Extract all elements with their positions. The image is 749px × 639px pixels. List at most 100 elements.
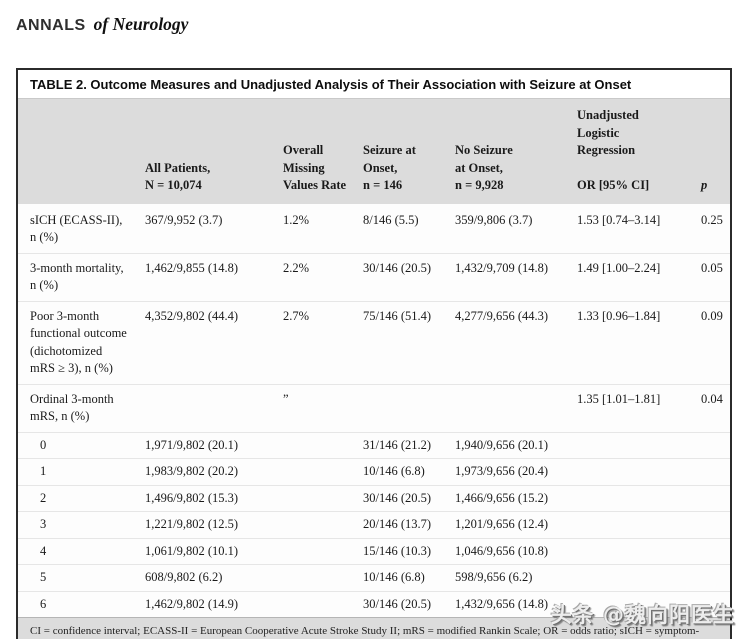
table-body: sICH (ECASS-II), n (%) 367/9,952 (3.7) 1… — [18, 203, 730, 618]
table-header-row: All Patients, N = 10,074 Overall Missing… — [18, 99, 730, 204]
cell-p-value: 0.25 — [701, 212, 723, 227]
cell-seizure-at-onset: 31/146 (21.2) — [363, 437, 432, 452]
cell-missing-values-rate — [283, 490, 363, 508]
cell-missing-values-rate: ” — [283, 391, 289, 406]
cell-p-value — [689, 569, 730, 587]
header-row-label — [30, 107, 145, 195]
header-no-seizure-at-onset: No Seizure at Onset, n = 9,928 — [455, 143, 513, 192]
cell-p-value — [689, 543, 730, 561]
cell-missing-values-rate: 1.2% — [283, 212, 310, 227]
cell-all-patients: 1,496/9,802 (15.3) — [145, 490, 239, 505]
cell-all-patients: 367/9,952 (3.7) — [145, 212, 223, 227]
cell-no-seizure-at-onset: 1,046/9,656 (10.8) — [455, 543, 549, 558]
row-label: 6 — [40, 596, 47, 611]
cell-all-patients: 1,462/9,802 (14.9) — [145, 596, 239, 611]
cell-seizure-at-onset: 8/146 (5.5) — [363, 212, 419, 227]
cell-all-patients: 1,462/9,855 (14.8) — [145, 260, 239, 275]
cell-p-value — [689, 463, 730, 481]
cell-or-95-ci — [577, 569, 689, 587]
cell-or-95-ci: 1.33 [0.96–1.84] — [577, 308, 661, 323]
table-row: 5 608/9,802 (6.2) 10/146 (6.8) 598/9,656… — [18, 564, 730, 591]
journal-name-of-neurology: of Neurology — [93, 14, 189, 34]
row-label: 4 — [40, 543, 47, 558]
header-all-patients: All Patients, N = 10,074 — [145, 160, 211, 193]
table-row: Ordinal 3-month mRS, n (%) ” 1.35 [1.01–… — [18, 383, 730, 432]
cell-missing-values-rate — [283, 569, 363, 587]
watermark: 头条 @魏向阳医生 — [550, 603, 735, 627]
cell-no-seizure-at-onset: 598/9,656 (6.2) — [455, 570, 533, 584]
cell-p-value — [689, 516, 730, 534]
cell-seizure-at-onset: 20/146 (13.7) — [363, 517, 432, 531]
table-row: 3-month mortality, n (%) 1,462/9,855 (14… — [18, 252, 730, 301]
cell-all-patients: 4,352/9,802 (44.4) — [145, 308, 239, 323]
row-label: 3 — [40, 517, 47, 531]
table-footnote: CI = confidence interval; ECASS-II = Eur… — [18, 617, 730, 639]
cell-p-value: 0.04 — [701, 391, 723, 406]
cell-seizure-at-onset: 75/146 (51.4) — [363, 308, 432, 323]
table-row: 1 1,983/9,802 (20.2) 10/146 (6.8) 1,973/… — [18, 458, 730, 485]
cell-all-patients: 608/9,802 (6.2) — [145, 570, 223, 584]
table-row: 6 1,462/9,802 (14.9) 30/146 (20.5) 1,432… — [18, 590, 730, 618]
cell-or-95-ci — [577, 516, 689, 534]
cell-missing-values-rate — [283, 463, 363, 481]
header-unadjusted-logistic-regression: Unadjusted Logistic Regression OR [95% C… — [577, 108, 650, 192]
cell-all-patients: 1,221/9,802 (12.5) — [145, 517, 239, 531]
table-row: 2 1,496/9,802 (15.3) 30/146 (20.5) 1,466… — [18, 484, 730, 512]
table-row: sICH (ECASS-II), n (%) 367/9,952 (3.7) 1… — [18, 206, 730, 253]
cell-no-seizure-at-onset — [455, 391, 577, 426]
cell-p-value: 0.05 — [701, 260, 723, 275]
row-label: 0 — [40, 437, 47, 452]
header-seizure-at-onset: Seizure at Onset, n = 146 — [363, 143, 416, 192]
table-row: 3 1,221/9,802 (12.5) 20/146 (13.7) 1,201… — [18, 511, 730, 538]
cell-or-95-ci: 1.53 [0.74–3.14] — [577, 212, 661, 227]
cell-all-patients: 1,983/9,802 (20.2) — [145, 464, 239, 478]
cell-no-seizure-at-onset: 1,973/9,656 (20.4) — [455, 464, 549, 478]
journal-masthead: ANNALS of Neurology — [16, 14, 188, 35]
cell-no-seizure-at-onset: 1,466/9,656 (15.2) — [455, 490, 549, 505]
cell-no-seizure-at-onset: 1,432/9,656 (14.8) — [455, 596, 549, 611]
cell-missing-values-rate: 2.7% — [283, 308, 310, 323]
table-row: 4 1,061/9,802 (10.1) 15/146 (10.3) 1,046… — [18, 537, 730, 565]
cell-missing-values-rate — [283, 437, 363, 455]
cell-seizure-at-onset: 30/146 (20.5) — [363, 490, 432, 505]
cell-missing-values-rate: 2.2% — [283, 260, 310, 275]
cell-all-patients — [145, 391, 283, 426]
row-label: 3-month mortality, n (%) — [30, 260, 124, 293]
cell-p-value: 0.09 — [701, 308, 723, 323]
cell-seizure-at-onset: 10/146 (6.8) — [363, 464, 425, 478]
cell-missing-values-rate — [283, 516, 363, 534]
cell-missing-values-rate — [283, 543, 363, 561]
cell-seizure-at-onset — [363, 391, 455, 426]
header-p-value: p — [701, 178, 708, 192]
cell-p-value — [689, 490, 730, 508]
cell-all-patients: 1,971/9,802 (20.1) — [145, 437, 239, 452]
cell-all-patients: 1,061/9,802 (10.1) — [145, 543, 239, 558]
table-row: Poor 3-month functional outcome (dichoto… — [18, 300, 730, 384]
cell-or-95-ci: 1.35 [1.01–1.81] — [577, 391, 661, 406]
row-label: Ordinal 3-month mRS, n (%) — [30, 391, 114, 424]
cell-p-value — [689, 437, 730, 455]
cell-no-seizure-at-onset: 1,201/9,656 (12.4) — [455, 517, 549, 531]
cell-seizure-at-onset: 30/146 (20.5) — [363, 596, 432, 611]
outcome-measures-table: TABLE 2. Outcome Measures and Unadjusted… — [16, 68, 732, 639]
row-label: 2 — [40, 490, 47, 505]
cell-seizure-at-onset: 10/146 (6.8) — [363, 570, 425, 584]
cell-or-95-ci — [577, 543, 689, 561]
cell-seizure-at-onset: 15/146 (10.3) — [363, 543, 432, 558]
cell-missing-values-rate — [283, 596, 363, 614]
cell-no-seizure-at-onset: 1,940/9,656 (20.1) — [455, 437, 549, 452]
row-label: sICH (ECASS-II), n (%) — [30, 212, 123, 245]
journal-name-annals: ANNALS — [16, 17, 86, 34]
row-label: 5 — [40, 570, 47, 584]
cell-no-seizure-at-onset: 4,277/9,656 (44.3) — [455, 308, 549, 323]
cell-or-95-ci: 1.49 [1.00–2.24] — [577, 260, 661, 275]
cell-seizure-at-onset: 30/146 (20.5) — [363, 260, 432, 275]
row-label: 1 — [40, 464, 47, 478]
table-row: 0 1,971/9,802 (20.1) 31/146 (21.2) 1,940… — [18, 431, 730, 459]
cell-or-95-ci — [577, 437, 689, 455]
cell-no-seizure-at-onset: 1,432/9,709 (14.8) — [455, 260, 549, 275]
row-label: Poor 3-month functional outcome (dichoto… — [30, 308, 127, 376]
cell-no-seizure-at-onset: 359/9,806 (3.7) — [455, 212, 533, 227]
cell-or-95-ci — [577, 463, 689, 481]
